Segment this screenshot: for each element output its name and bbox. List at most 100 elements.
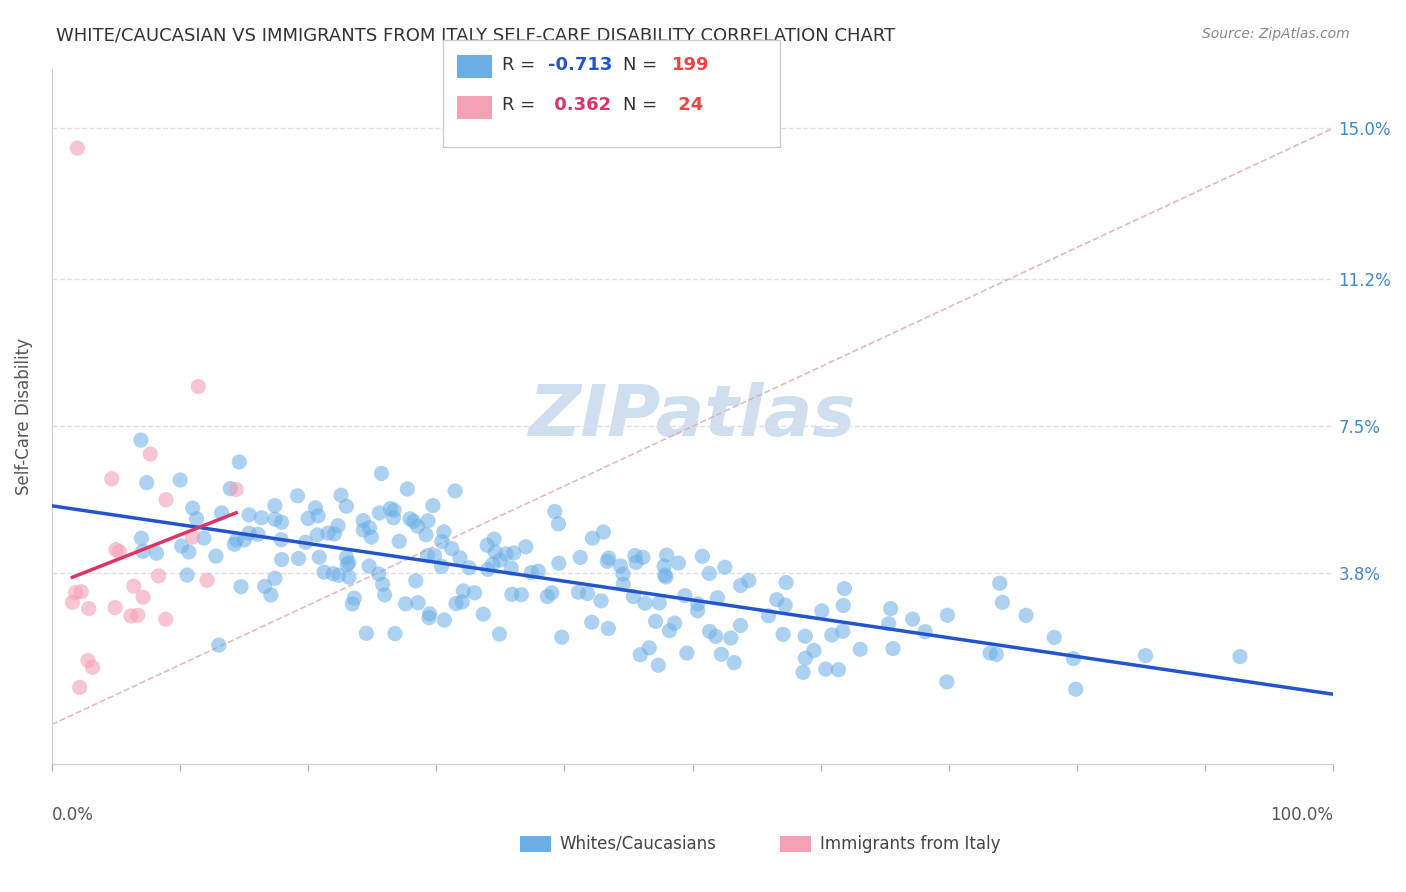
- Point: [713, 560, 735, 574]
- Point: [699, 624, 721, 639]
- Point: [233, 533, 256, 547]
- Point: [70, 584, 93, 599]
- Point: [547, 556, 569, 570]
- Point: [205, 549, 228, 563]
- Text: WHITE/CAUCASIAN VS IMMIGRANTS FROM ITALY SELF-CARE DISABILITY CORRELATION CHART: WHITE/CAUCASIAN VS IMMIGRANTS FROM ITALY…: [56, 27, 896, 45]
- Point: [730, 618, 752, 632]
- Point: [335, 550, 357, 565]
- Point: [458, 561, 481, 575]
- Point: [253, 579, 276, 593]
- Point: [576, 586, 599, 600]
- Point: [648, 596, 671, 610]
- Point: [723, 656, 745, 670]
- Point: [422, 499, 444, 513]
- Point: [501, 561, 523, 575]
- Point: [225, 483, 247, 497]
- Point: [834, 582, 856, 596]
- Point: [484, 545, 506, 559]
- Point: [208, 638, 231, 652]
- Point: [359, 559, 381, 574]
- Point: [326, 518, 349, 533]
- Point: [609, 558, 631, 573]
- Point: [520, 566, 543, 580]
- Text: 199: 199: [672, 56, 710, 74]
- Point: [155, 492, 177, 507]
- Text: 24: 24: [672, 96, 703, 114]
- Point: [515, 540, 537, 554]
- Point: [440, 541, 463, 556]
- Point: [82, 660, 104, 674]
- Text: R =: R =: [502, 96, 541, 114]
- Point: [654, 568, 676, 582]
- Point: [612, 567, 634, 582]
- Point: [418, 611, 440, 625]
- Point: [624, 549, 647, 563]
- Point: [464, 586, 486, 600]
- Text: Immigrants from Italy: Immigrants from Italy: [820, 835, 1000, 853]
- Point: [510, 588, 533, 602]
- Point: [1229, 649, 1251, 664]
- Point: [328, 568, 350, 582]
- Point: [832, 599, 855, 613]
- Point: [367, 566, 389, 581]
- Point: [374, 588, 396, 602]
- Point: [686, 597, 709, 611]
- Point: [986, 648, 1008, 662]
- Point: [120, 609, 142, 624]
- Point: [337, 556, 360, 570]
- Point: [979, 646, 1001, 660]
- Point: [914, 624, 936, 639]
- Point: [100, 472, 122, 486]
- Point: [395, 597, 418, 611]
- Point: [316, 526, 339, 541]
- Point: [451, 595, 474, 609]
- Point: [449, 550, 471, 565]
- Point: [105, 542, 128, 557]
- Point: [405, 574, 427, 588]
- Point: [936, 608, 959, 623]
- Point: [108, 544, 131, 558]
- Point: [758, 608, 780, 623]
- Point: [384, 626, 406, 640]
- Point: [988, 576, 1011, 591]
- Point: [527, 564, 550, 578]
- Point: [730, 578, 752, 592]
- Point: [686, 604, 709, 618]
- Point: [416, 514, 439, 528]
- Point: [991, 595, 1014, 609]
- Y-axis label: Self-Care Disability: Self-Care Disability: [15, 338, 32, 495]
- Point: [419, 607, 441, 621]
- Point: [591, 594, 613, 608]
- Point: [264, 499, 287, 513]
- Point: [652, 559, 675, 574]
- Point: [60, 595, 83, 609]
- Point: [135, 475, 157, 490]
- Point: [692, 549, 714, 564]
- Point: [415, 528, 437, 542]
- Point: [901, 612, 924, 626]
- Point: [238, 508, 260, 522]
- Point: [488, 627, 510, 641]
- Point: [356, 626, 378, 640]
- Point: [66, 141, 89, 155]
- Point: [294, 535, 316, 549]
- Point: [475, 538, 498, 552]
- Point: [343, 591, 366, 606]
- Point: [482, 557, 505, 571]
- Point: [647, 658, 669, 673]
- Point: [827, 663, 849, 677]
- Text: N =: N =: [623, 96, 662, 114]
- Point: [472, 607, 495, 622]
- Point: [406, 596, 429, 610]
- Point: [246, 527, 269, 541]
- Point: [322, 566, 344, 581]
- Point: [433, 524, 456, 539]
- Text: 0.0%: 0.0%: [52, 806, 94, 824]
- Point: [423, 549, 446, 563]
- Point: [270, 552, 292, 566]
- Point: [882, 641, 904, 656]
- Point: [612, 577, 634, 591]
- Point: [935, 674, 957, 689]
- Point: [849, 642, 872, 657]
- Point: [536, 590, 558, 604]
